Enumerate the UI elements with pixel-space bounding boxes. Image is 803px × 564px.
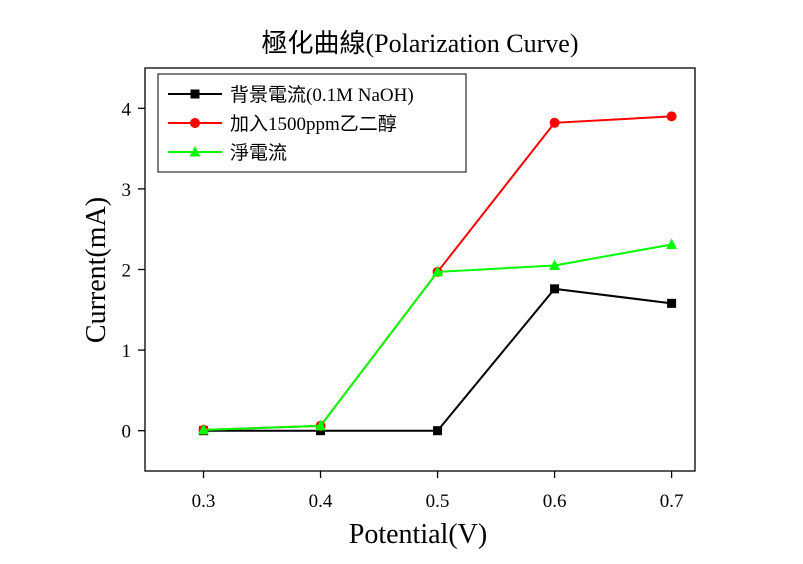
x-axis-label: Potential(V): [349, 519, 487, 550]
y-tick-label: 2: [122, 261, 132, 282]
x-tick-label: 0.3: [192, 491, 216, 512]
data-series: [198, 111, 678, 436]
data-point: [667, 298, 677, 308]
data-point: [549, 117, 560, 128]
x-tick-label: 0.5: [426, 491, 450, 512]
y-tick-label: 3: [122, 180, 132, 201]
data-point: [198, 423, 210, 435]
legend-entry: 加入1500ppm乙二醇: [168, 113, 397, 135]
data-point: [315, 419, 327, 431]
chart-title: 極化曲線(Polarization Curve): [262, 29, 579, 58]
y-tick-label: 4: [122, 99, 132, 120]
data-point: [549, 259, 561, 270]
y-tick-label: 0: [122, 422, 132, 443]
data-point: [432, 265, 444, 277]
y-tick-label: 1: [122, 341, 132, 362]
data-point: [190, 118, 200, 128]
x-tick-label: 0.4: [309, 491, 333, 512]
x-tick-label: 0.7: [660, 491, 684, 512]
series-square: [199, 284, 677, 436]
y-axis-label: Current(mA): [81, 197, 112, 343]
legend-label: 加入1500ppm乙二醇: [230, 113, 397, 135]
legend-entry: 淨電流: [168, 142, 287, 164]
legend-entry: 背景電流(0.1M NaOH): [168, 84, 414, 106]
series-line: [203, 287, 672, 432]
data-point: [189, 146, 201, 157]
data-point: [666, 111, 677, 122]
legend-label: 淨電流: [230, 142, 287, 164]
data-point: [550, 284, 560, 294]
axis-ticks: 0.3 0.4 0.5 0.6 0.7 0 1 2 3 4: [122, 99, 684, 512]
data-point: [433, 426, 443, 436]
data-point: [190, 89, 200, 99]
data-point: [666, 238, 678, 250]
legend-label: 背景電流(0.1M NaOH): [230, 84, 414, 106]
series-triangle: [198, 238, 678, 435]
x-tick-label: 0.6: [543, 491, 567, 512]
